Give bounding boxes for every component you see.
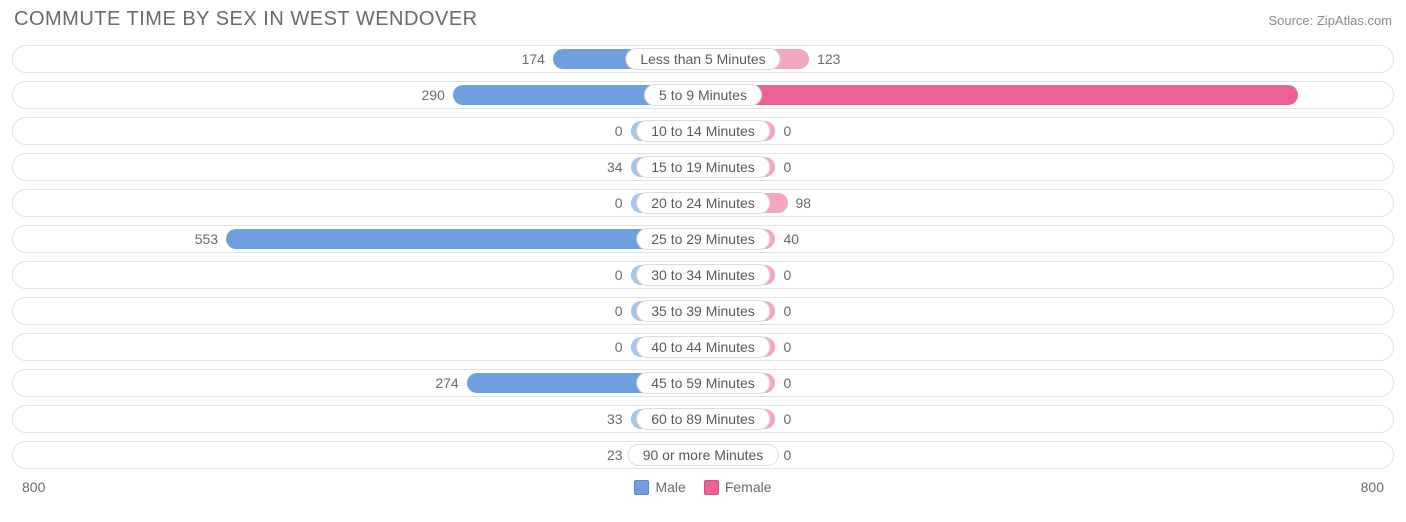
female-value: 0	[783, 118, 791, 144]
male-value: 174	[522, 46, 545, 72]
category-label: 15 to 19 Minutes	[636, 156, 770, 178]
chart-row: 0 0 10 to 14 Minutes	[12, 117, 1394, 145]
chart-header: COMMUTE TIME BY SEX IN WEST WENDOVER Sou…	[0, 0, 1406, 35]
male-value: 290	[422, 82, 445, 108]
legend-item-male: Male	[634, 479, 685, 495]
female-bar	[703, 85, 1298, 105]
chart-area: 174 123 Less than 5 Minutes 290 690 5 to 9 Mi…	[0, 35, 1406, 479]
female-value: 0	[783, 298, 791, 324]
female-swatch-icon	[704, 480, 719, 495]
chart-source: Source: ZipAtlas.com	[1268, 13, 1392, 28]
male-bar	[226, 229, 703, 249]
female-value: 690	[1364, 82, 1387, 108]
male-value: 553	[195, 226, 218, 252]
female-value: 0	[783, 406, 791, 432]
female-value: 0	[783, 334, 791, 360]
legend-item-female: Female	[704, 479, 772, 495]
legend-label: Male	[655, 479, 685, 495]
female-value: 0	[783, 262, 791, 288]
female-value: 0	[783, 370, 791, 396]
category-label: 20 to 24 Minutes	[636, 192, 770, 214]
female-value: 123	[817, 46, 840, 72]
male-value: 33	[607, 406, 623, 432]
male-value: 34	[607, 154, 623, 180]
male-value: 23	[607, 442, 623, 468]
category-label: 60 to 89 Minutes	[636, 408, 770, 430]
chart-row: 33 0 60 to 89 Minutes	[12, 405, 1394, 433]
category-label: 5 to 9 Minutes	[644, 84, 762, 106]
male-value: 274	[435, 370, 458, 396]
chart-row: 174 123 Less than 5 Minutes	[12, 45, 1394, 73]
male-value: 0	[615, 262, 623, 288]
category-label: 25 to 29 Minutes	[636, 228, 770, 250]
category-label: 30 to 34 Minutes	[636, 264, 770, 286]
female-value: 0	[783, 154, 791, 180]
category-label: 90 or more Minutes	[628, 444, 779, 466]
category-label: 35 to 39 Minutes	[636, 300, 770, 322]
left-axis-max: 800	[22, 479, 45, 495]
female-value: 0	[783, 442, 791, 468]
male-value: 0	[615, 118, 623, 144]
chart-row: 0 0 40 to 44 Minutes	[12, 333, 1394, 361]
chart-row: 0 0 35 to 39 Minutes	[12, 297, 1394, 325]
male-swatch-icon	[634, 480, 649, 495]
female-value: 98	[796, 190, 812, 216]
right-axis-max: 800	[1361, 479, 1384, 495]
chart-row: 274 0 45 to 59 Minutes	[12, 369, 1394, 397]
legend-label: Female	[725, 479, 772, 495]
category-label: 40 to 44 Minutes	[636, 336, 770, 358]
chart-row: 290 690 5 to 9 Minutes	[12, 81, 1394, 109]
chart-title: COMMUTE TIME BY SEX IN WEST WENDOVER	[14, 8, 478, 31]
legend: Male Female	[634, 479, 771, 495]
male-value: 0	[615, 334, 623, 360]
chart-row: 34 0 15 to 19 Minutes	[12, 153, 1394, 181]
category-label: 45 to 59 Minutes	[636, 372, 770, 394]
male-value: 0	[615, 298, 623, 324]
chart-row: 0 98 20 to 24 Minutes	[12, 189, 1394, 217]
male-value: 0	[615, 190, 623, 216]
female-value: 40	[783, 226, 799, 252]
chart-row: 0 0 30 to 34 Minutes	[12, 261, 1394, 289]
category-label: 10 to 14 Minutes	[636, 120, 770, 142]
chart-row: 553 40 25 to 29 Minutes	[12, 225, 1394, 253]
category-label: Less than 5 Minutes	[625, 48, 780, 70]
chart-footer: 800 Male Female 800	[0, 479, 1406, 501]
chart-row: 23 090 or more Minutes	[12, 441, 1394, 469]
